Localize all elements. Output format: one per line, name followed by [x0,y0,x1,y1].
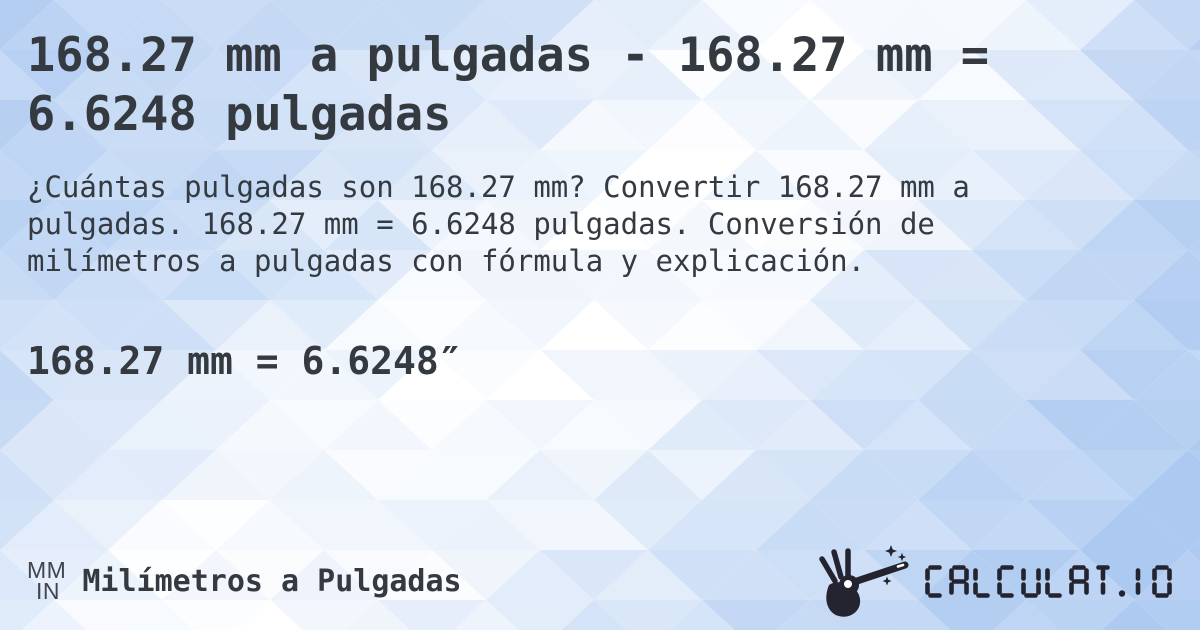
page-description: ¿Cuántas pulgadas son 168.27 mm? Convert… [27,170,970,278]
conversion-result: 168.27 mm = 6.6248″ [27,339,462,383]
footer-left: MM IN Milímetros a Pulgadas [27,557,462,604]
category-label: Milímetros a Pulgadas [82,563,462,599]
logo-text [925,564,1172,598]
magic-wand-icon [819,545,909,617]
footer: MM IN Milímetros a Pulgadas [27,544,1172,618]
unit-badge-from: MM [27,557,67,583]
page-title: 168.27 mm a pulgadas - 168.27 mm = 6.624… [27,28,990,142]
unit-badge-icon: MM IN [27,557,67,604]
unit-badge-to: IN [36,578,60,604]
site-logo [815,545,1172,617]
